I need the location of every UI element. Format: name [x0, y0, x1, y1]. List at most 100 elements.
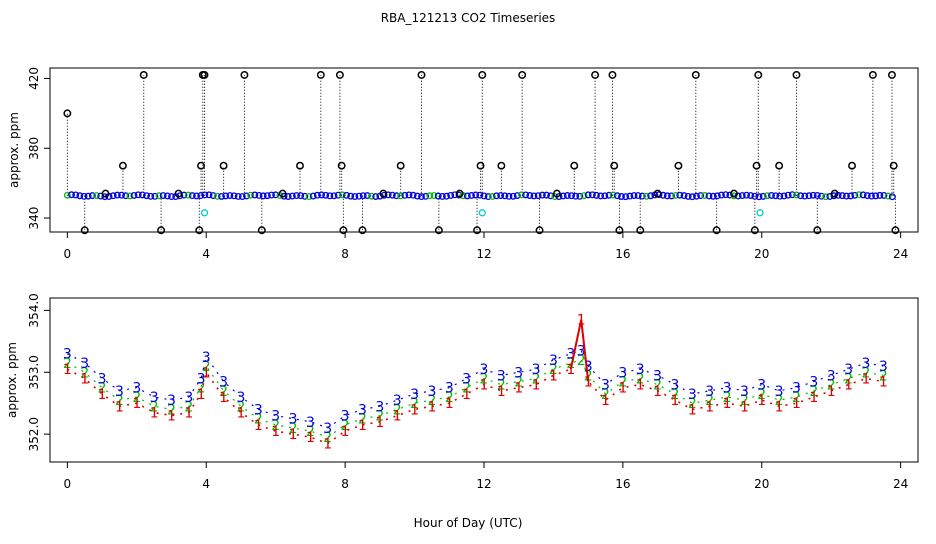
baseline-point — [430, 192, 438, 200]
baseline-point — [222, 192, 230, 200]
baseline-point — [397, 192, 405, 200]
baseline-point — [851, 191, 859, 199]
series-2-point: 2 — [98, 381, 107, 397]
baseline-point — [563, 192, 571, 199]
series-3-point: 3 — [358, 402, 367, 418]
series-1-point: 1 — [653, 384, 662, 400]
series-3-point: 3 — [115, 384, 124, 400]
series-3-point: 3 — [98, 371, 107, 387]
baseline-point — [318, 191, 325, 199]
baseline-point — [751, 192, 759, 200]
baseline-point — [230, 192, 238, 200]
baseline-point — [822, 193, 830, 201]
baseline-point — [476, 191, 484, 199]
series-1-point: 1 — [462, 387, 471, 403]
series-1-line — [67, 319, 884, 445]
baseline-point — [209, 192, 217, 199]
baseline-point — [872, 192, 880, 200]
baseline-point — [559, 192, 567, 200]
outlier-point — [316, 71, 325, 79]
outlier-point — [813, 226, 822, 235]
series-3-point: 3 — [289, 412, 298, 428]
series-1-point: 1 — [775, 399, 784, 415]
baseline-point — [780, 192, 788, 200]
y-tick-label: 352.0 — [27, 417, 41, 451]
baseline-point — [309, 192, 317, 200]
x-tick-label: 4 — [202, 247, 210, 261]
baseline-point — [797, 192, 805, 200]
baseline-point — [330, 192, 338, 200]
series-2-point: 2 — [271, 418, 280, 434]
outlier-point — [296, 161, 304, 170]
series-1-point: 1 — [514, 381, 523, 397]
series-3-point: 3 — [197, 371, 206, 387]
series-2-point: 2 — [861, 365, 870, 381]
series-3-point: 3 — [427, 384, 436, 400]
baseline-point — [663, 192, 671, 200]
x-tick-label: 4 — [202, 477, 210, 491]
series-2-point: 2 — [775, 393, 784, 409]
series-2-point: 2 — [705, 393, 714, 409]
series-2-point: 2 — [184, 399, 193, 415]
series-2-point: 2 — [577, 353, 586, 369]
series-1-point: 1 — [167, 409, 176, 425]
series-2-point: 2 — [618, 375, 627, 391]
series-1-point: 1 — [584, 375, 593, 391]
baseline-point — [743, 191, 750, 199]
series-1-spike — [569, 319, 590, 382]
series-3-point: 3 — [80, 356, 89, 372]
series-2-point: 2 — [740, 393, 749, 409]
baseline-point — [422, 192, 430, 200]
baseline-point — [313, 191, 321, 199]
series-2-point: 2 — [480, 371, 489, 387]
series-1-point: 1 — [792, 396, 801, 412]
series-3-point: 3 — [809, 375, 818, 391]
baseline-point — [597, 192, 605, 200]
series-2-point: 2 — [462, 381, 471, 397]
outlier-point — [337, 161, 346, 170]
baseline-point — [705, 192, 713, 200]
baseline-point — [118, 191, 125, 199]
x-tick-label: 16 — [615, 247, 630, 261]
series-3-point: 3 — [445, 381, 454, 397]
series-1-point: 1 — [150, 405, 159, 421]
baseline-point — [76, 192, 84, 200]
baseline-point — [163, 192, 171, 200]
outlier-point — [691, 71, 700, 79]
series-3-point: 3 — [757, 378, 766, 394]
series-3-point: 3 — [584, 359, 593, 375]
series-3-point: 3 — [792, 381, 801, 397]
baseline-point — [184, 191, 192, 199]
outlier-point — [570, 161, 579, 170]
baseline-point — [855, 191, 863, 199]
series-1-point: 1 — [393, 409, 402, 425]
series-1-point: 1 — [341, 424, 350, 440]
series-2-point: 2 — [375, 409, 384, 425]
series-3-point: 3 — [514, 365, 523, 381]
outlier-point — [476, 161, 485, 170]
baseline-point — [772, 192, 780, 200]
series-3-point: 3 — [740, 384, 749, 400]
series-2-point: 2 — [879, 368, 888, 384]
series-2-point: 2 — [792, 390, 801, 406]
outlier-point — [339, 226, 348, 235]
outlier-point — [518, 71, 527, 79]
baseline-point — [534, 192, 542, 200]
series-2-point: 2 — [202, 359, 211, 375]
outlier-point — [891, 226, 900, 235]
x-axis-label: Hour of Day (UTC) — [414, 516, 523, 530]
baseline-point — [168, 193, 175, 200]
baseline-point — [713, 192, 721, 200]
series-1-point: 1 — [197, 387, 206, 403]
series-1-point: 1 — [497, 384, 506, 400]
series-2-point: 2 — [306, 424, 315, 440]
baseline-point — [793, 191, 800, 199]
series-3-point: 3 — [879, 359, 888, 375]
baseline-point — [693, 192, 700, 200]
baseline-point — [293, 192, 300, 200]
series-3-point: 3 — [341, 409, 350, 425]
baseline-point — [801, 192, 809, 200]
series-1-point: 1 — [618, 381, 627, 397]
outlier-point — [80, 226, 89, 235]
